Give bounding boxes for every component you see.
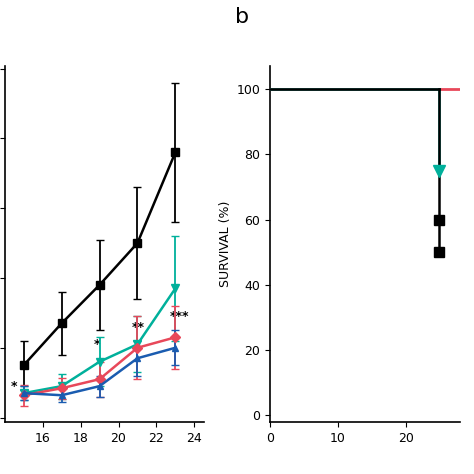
Text: *: * — [94, 338, 100, 351]
Text: **: ** — [132, 321, 145, 334]
Y-axis label: SURVIVAL (%): SURVIVAL (%) — [219, 201, 232, 287]
Text: *: * — [10, 380, 17, 393]
Text: ***: *** — [170, 310, 189, 323]
Text: b: b — [235, 7, 249, 27]
